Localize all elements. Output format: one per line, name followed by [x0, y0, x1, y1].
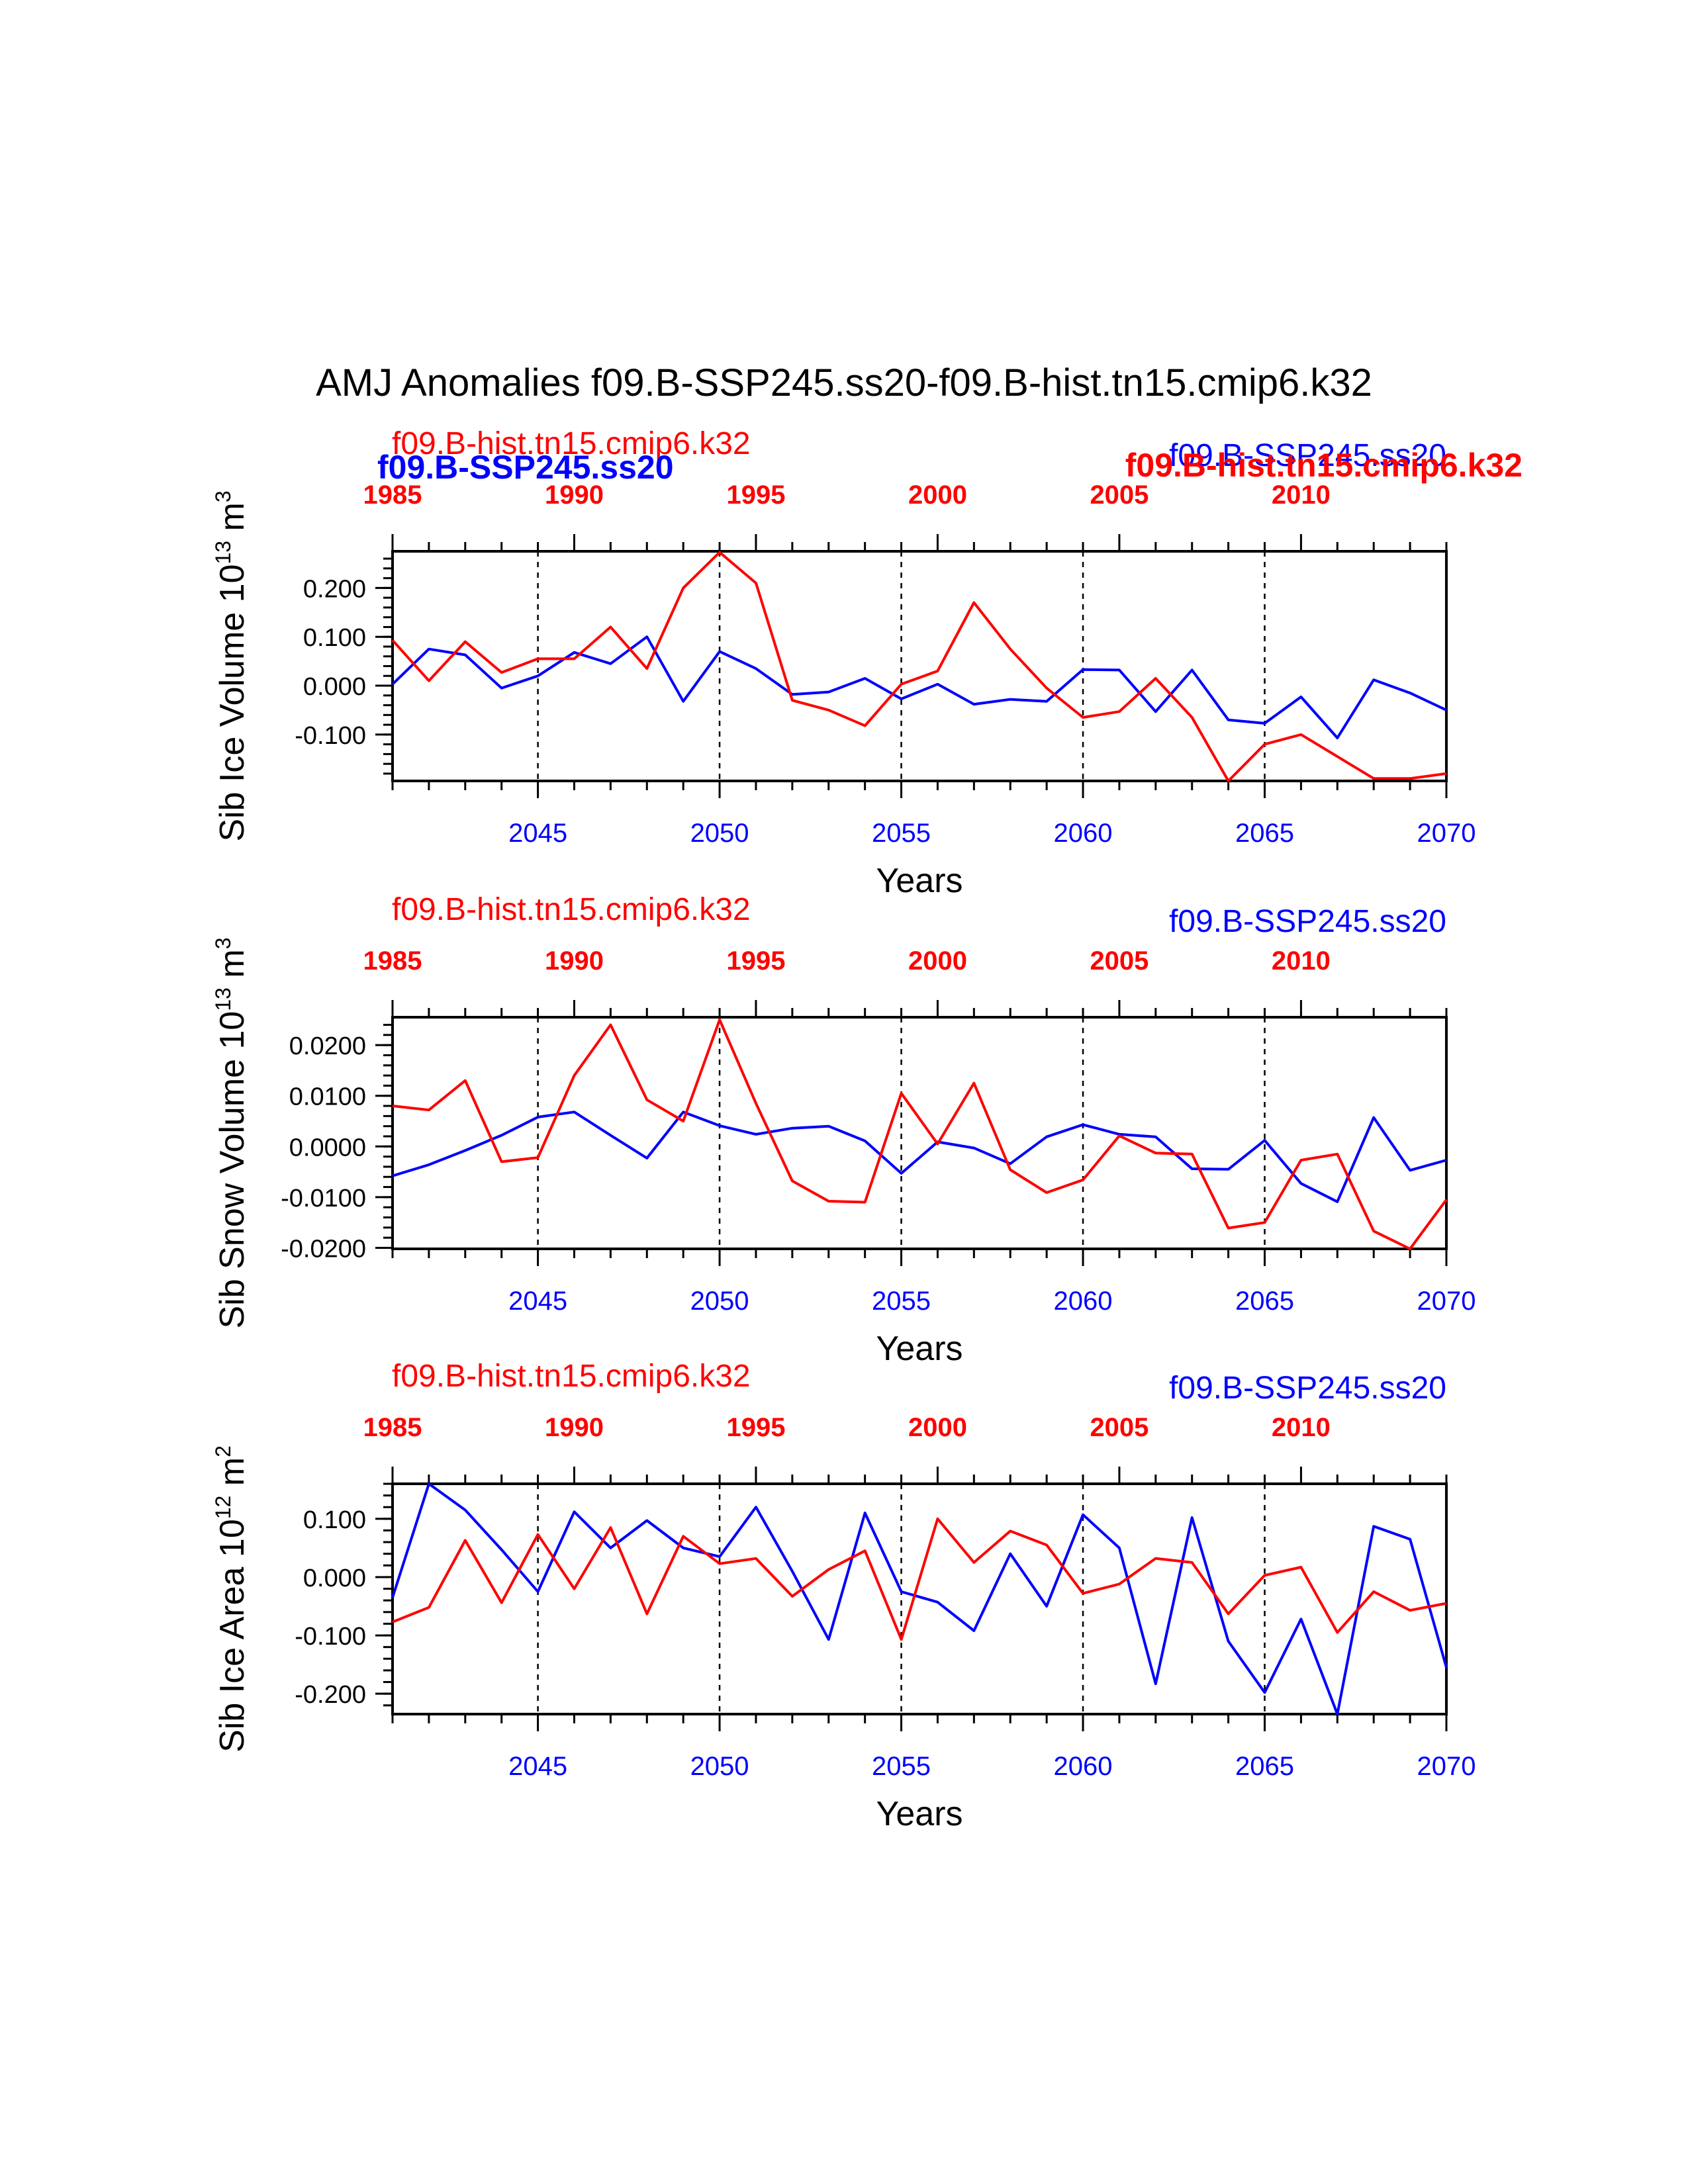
x-axis-title: Years: [876, 862, 962, 900]
top-tick-label: 1995: [726, 480, 785, 510]
overlay-labels: f09.B-SSP245.ss20 f09.B-hist.tn15.cmip6.…: [377, 447, 1523, 486]
x-tick-label: 2060: [1054, 819, 1113, 848]
series-line: [391, 1482, 1448, 1715]
y-axis-title: Sib Ice Area 1012 m2: [211, 1445, 252, 1752]
plot-frame: [391, 550, 1448, 782]
plot-frame: [391, 1482, 1448, 1715]
x-tick-label: 2070: [1417, 1287, 1476, 1316]
top-tick-label: 2010: [1272, 946, 1331, 976]
chart-panel-2: 2045 2050 2055 2060 2065 2070 1985 1990 1995 2000…: [211, 892, 1476, 1368]
top-tick-label: 2010: [1272, 480, 1331, 510]
x-axis-title: Years: [876, 1330, 962, 1368]
left-series-label: f09.B-hist.tn15.cmip6.k32: [392, 1359, 751, 1394]
x-tick-label: 2060: [1054, 1287, 1113, 1316]
x-tick-label: 2045: [508, 819, 567, 848]
plot-frame: [391, 1016, 1448, 1250]
right-series-label: f09.B-SSP245.ss20: [1169, 1371, 1446, 1406]
top-tick-label: 1985: [363, 946, 422, 976]
top-tick-label: 1995: [726, 946, 785, 976]
overlay-left-series-label: f09.B-SSP245.ss20: [377, 449, 674, 486]
right-series-label: f09.B-SSP245.ss20: [1169, 438, 1446, 473]
y-axis-title: Sib Ice Volume 1013 m3: [211, 490, 252, 841]
top-tick-label: 2000: [908, 480, 967, 510]
series-line: [392, 1111, 1447, 1203]
y-tick-label: -0.0200: [281, 1235, 366, 1263]
y-tick-label: 0.0000: [289, 1134, 366, 1161]
y-tick-label: -0.100: [295, 1623, 366, 1651]
page-title: AMJ Anomalies f09.B-SSP245.ss20-f09.B-hi…: [316, 361, 1372, 404]
x-tick-label: 2045: [508, 1752, 567, 1781]
y-tick-label: 0.200: [303, 575, 366, 603]
top-tick-label: 1985: [363, 1413, 422, 1442]
x-tick-label: 2050: [690, 1752, 749, 1781]
y-axis-title: Sib Snow Volume 1013 m3: [211, 937, 252, 1328]
x-tick-label: 2065: [1235, 1287, 1294, 1316]
top-tick-label: 1985: [363, 480, 422, 510]
y-tick-label: 0.000: [303, 1565, 366, 1592]
x-tick-label: 2065: [1235, 819, 1294, 848]
left-series-label: f09.B-hist.tn15.cmip6.k32: [392, 426, 751, 461]
top-tick-label: 2010: [1272, 1413, 1331, 1442]
y-tick-label: 0.0200: [289, 1032, 366, 1060]
chart-panel-1: 2045 2050 2055 2060 2065 2070 1985 1990 1995 2000…: [211, 426, 1476, 900]
series-line: [392, 1517, 1447, 1641]
y-tick-label: 0.0100: [289, 1083, 366, 1111]
top-tick-label: 1995: [726, 1413, 785, 1442]
y-tick-label: 0.100: [303, 1506, 366, 1534]
y-tick-label: -0.200: [295, 1681, 366, 1709]
top-tick-label: 1990: [545, 1413, 604, 1442]
top-tick-label: 2000: [908, 1413, 967, 1442]
y-tick-label: -0.0100: [281, 1185, 366, 1212]
x-tick-label: 2050: [690, 819, 749, 848]
x-tick-label: 2055: [872, 819, 931, 848]
y-tick-label: 0.000: [303, 673, 366, 701]
x-tick-label: 2045: [508, 1287, 567, 1316]
overlay-right-series-label: f09.B-hist.tn15.cmip6.k32: [1125, 447, 1523, 484]
series-line: [391, 551, 1447, 782]
right-series-label: f09.B-SSP245.ss20: [1169, 904, 1446, 939]
left-series-label: f09.B-hist.tn15.cmip6.k32: [392, 892, 751, 927]
chart-panels: 2045 2050 2055 2060 2065 2070 1985 1990 1995 2000…: [211, 426, 1476, 1833]
x-tick-label: 2065: [1235, 1752, 1294, 1781]
top-tick-label: 1990: [545, 480, 604, 510]
top-tick-label: 2005: [1090, 946, 1149, 976]
top-tick-label: 2000: [908, 946, 967, 976]
x-tick-label: 2070: [1417, 819, 1476, 848]
series-line: [392, 1018, 1448, 1250]
series-line: [391, 635, 1447, 739]
y-tick-label: 0.100: [303, 624, 366, 652]
top-tick-label: 2005: [1090, 480, 1149, 510]
chart-panel-3: 2045 2050 2055 2060 2065 2070 1985 1990 1995 2000…: [211, 1359, 1476, 1833]
x-tick-label: 2050: [690, 1287, 749, 1316]
x-tick-label: 2055: [872, 1287, 931, 1316]
x-axis-title: Years: [876, 1795, 962, 1833]
x-tick-label: 2070: [1417, 1752, 1476, 1781]
x-tick-label: 2060: [1054, 1752, 1113, 1781]
x-tick-label: 2055: [872, 1752, 931, 1781]
top-tick-label: 1990: [545, 946, 604, 976]
y-tick-label: -0.100: [295, 722, 366, 750]
top-tick-label: 2005: [1090, 1413, 1149, 1442]
